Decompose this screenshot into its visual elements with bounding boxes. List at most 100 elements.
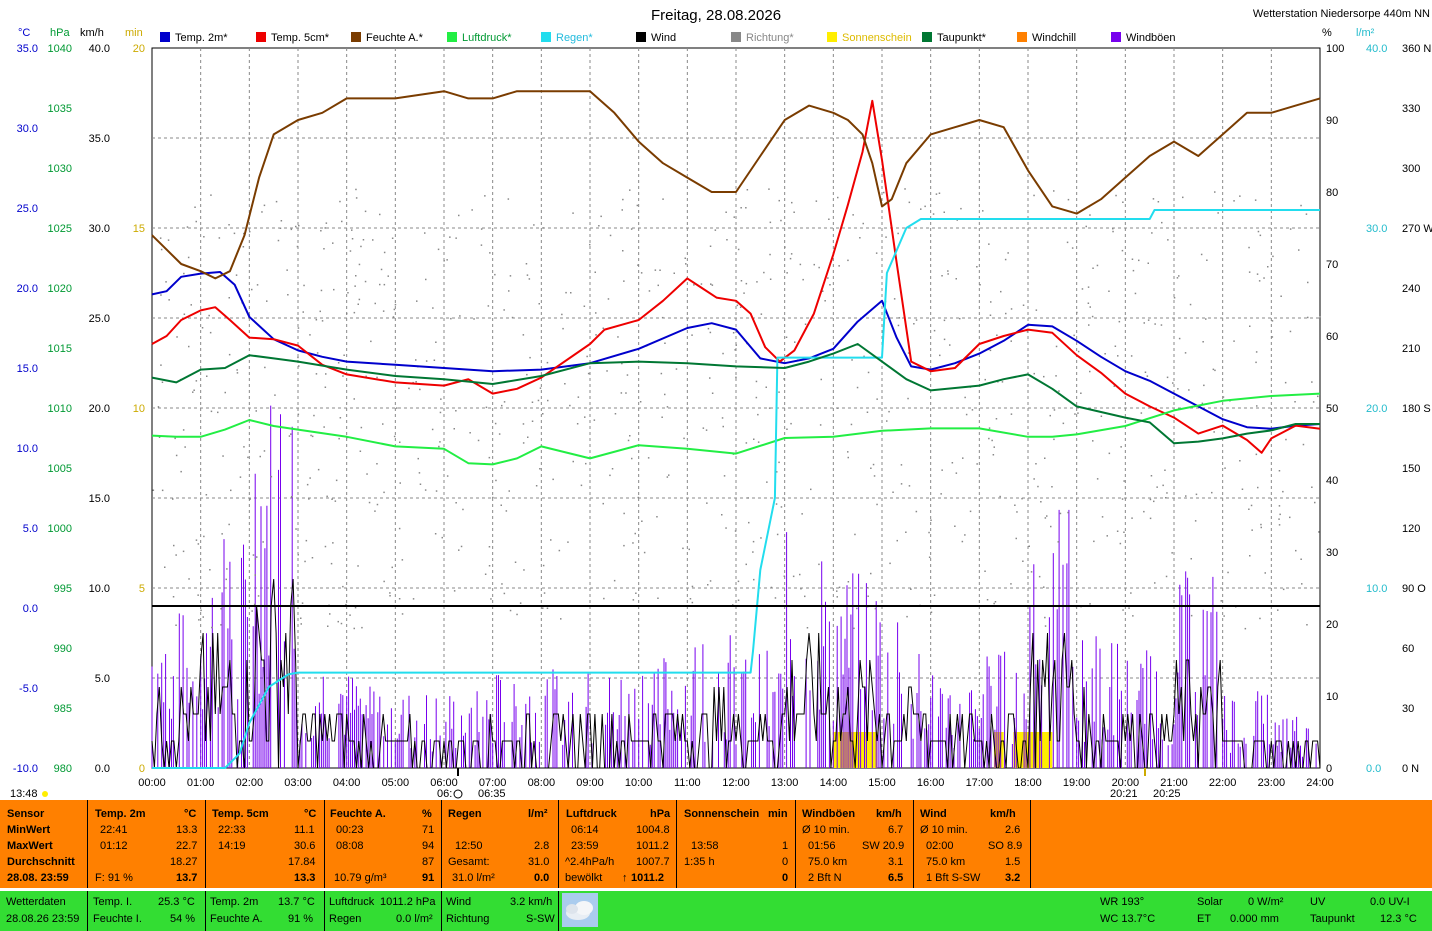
hum-indoor: 54 %: [170, 913, 196, 925]
direction-dot: [587, 372, 590, 375]
direction-dot: [355, 197, 358, 199]
x-tick: 22:00: [1209, 777, 1237, 789]
direction-dot: [752, 540, 755, 543]
direction-dot: [1312, 401, 1315, 403]
direction-dot: [396, 407, 398, 409]
direction-dot: [870, 572, 872, 575]
direction-dot: [883, 191, 885, 194]
direction-dot: [1200, 253, 1203, 256]
direction-dot: [453, 428, 455, 430]
direction-dot: [1190, 558, 1192, 560]
x-tick: 10:00: [625, 777, 653, 789]
direction-dot: [494, 273, 496, 276]
temp-tick: -10.0: [13, 763, 38, 775]
direction-dot: [195, 380, 198, 382]
direction-dot: [664, 342, 666, 344]
direction-dot: [190, 304, 192, 306]
direction-dot: [393, 308, 396, 311]
direction-dot: [297, 327, 300, 329]
direction-dot: [1122, 609, 1124, 611]
station-name: Wetterstation Niedersorpe 440m NN: [1253, 8, 1430, 20]
direction-dot: [337, 362, 340, 364]
direction-dot: [1134, 292, 1137, 295]
direction-dot: [991, 439, 993, 442]
direction-dot: [989, 314, 992, 316]
direction-dot: [471, 209, 473, 211]
rain-axis-unit: l/m²: [1356, 27, 1375, 39]
direction-dot: [1026, 331, 1029, 333]
direction-dot: [379, 283, 381, 286]
temp5cm-head: Temp. 5cm: [212, 808, 269, 820]
direction-dot: [1050, 525, 1052, 528]
direction-dot: [1077, 350, 1080, 353]
direction-dot: [519, 602, 522, 604]
et-now: 0.000 mm: [1230, 913, 1279, 925]
direction-dot: [613, 579, 616, 582]
direction-dot: [498, 433, 501, 435]
pressure-tick: 1035: [48, 103, 72, 115]
direction-tick: 240: [1402, 283, 1420, 295]
direction-dot: [1227, 571, 1229, 574]
wind-tick: 30.0: [89, 223, 110, 235]
direction-dot: [376, 503, 379, 506]
direction-dot: [631, 457, 633, 460]
direction-dot: [789, 257, 792, 260]
direction-dot: [886, 420, 888, 422]
direction-dot: [1096, 264, 1099, 267]
direction-dot: [1206, 259, 1208, 261]
direction-dot: [287, 294, 289, 296]
direction-dot: [770, 586, 773, 589]
direction-dot: [297, 413, 300, 416]
direction-dot: [994, 601, 997, 603]
wind-tick: 15.0: [89, 493, 110, 505]
x-tick: 04:00: [333, 777, 361, 789]
legend-swatch: [160, 32, 170, 42]
direction-dot: [449, 236, 451, 238]
sun-current: 0: [782, 872, 789, 884]
direction-dot: [1318, 531, 1320, 533]
direction-dot: [928, 556, 931, 558]
direction-dot: [275, 200, 278, 203]
direction-dot: [1122, 201, 1124, 203]
direction-dot: [453, 590, 456, 592]
direction-dot: [769, 253, 771, 256]
direction-dot: [439, 411, 442, 414]
direction-dot: [1282, 490, 1284, 493]
direction-dot: [960, 207, 962, 210]
direction-dot: [484, 195, 486, 197]
direction-dot: [836, 590, 838, 592]
direction-dot: [243, 446, 245, 448]
direction-dot: [766, 481, 768, 483]
uv-label: UV: [1310, 896, 1326, 908]
direction-dot: [562, 327, 564, 330]
direction-dot: [492, 496, 494, 499]
direction-dot: [769, 221, 772, 224]
direction-dot: [542, 413, 544, 415]
legend-label: Feuchte A.*: [366, 32, 424, 44]
direction-dot: [1249, 325, 1251, 327]
direction-dot: [251, 610, 253, 612]
direction-dot: [993, 446, 995, 448]
direction-dot: [399, 441, 401, 443]
direction-dot: [205, 494, 208, 496]
direction-dot: [852, 214, 854, 216]
direction-dot: [394, 303, 397, 306]
sunrise-right: 06:35: [478, 788, 506, 800]
legend-swatch: [827, 32, 837, 42]
direction-dot: [311, 557, 314, 559]
direction-dot: [643, 551, 646, 554]
direction-dot: [508, 490, 510, 492]
direction-dot: [361, 626, 363, 629]
direction-dot: [226, 568, 228, 570]
direction-dot: [684, 257, 686, 259]
direction-dot: [459, 315, 461, 317]
wind-avg-label: Ø 10 min.: [920, 824, 968, 836]
et-label: ET: [1197, 913, 1212, 925]
direction-dot: [1053, 409, 1056, 411]
direction-dot: [1295, 549, 1297, 552]
direction-dot: [1147, 262, 1149, 264]
direction-dot: [721, 417, 724, 419]
direction-dot: [443, 260, 445, 262]
direction-dot: [836, 596, 838, 598]
direction-dot: [174, 437, 176, 440]
